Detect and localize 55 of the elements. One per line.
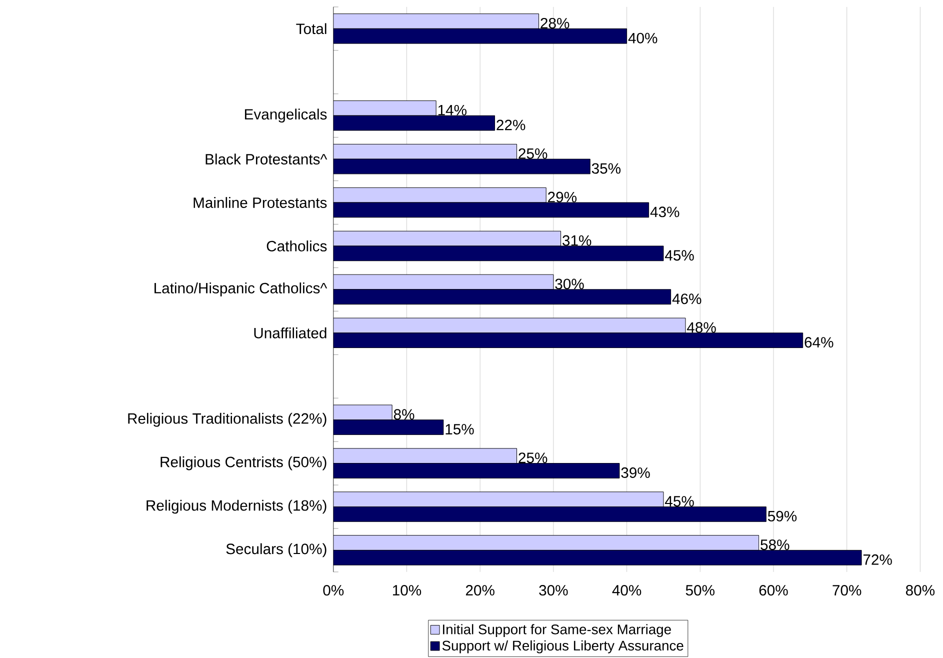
legend-label: Support w/ Religious Liberty Assurance [442,640,684,654]
x-tick-label: 50% [686,584,714,596]
data-label: 29% [548,192,577,202]
data-label: 59% [768,510,797,522]
y-tick-label: Mainline Protestants [194,196,327,208]
x-tick-label: 10% [392,584,422,596]
y-tick-label: Religious Traditionalists (22%) [128,412,326,427]
bar [333,158,590,174]
bar [333,419,444,435]
y-tick-label: Religious Modernists (18%) [146,500,326,514]
data-label: 22% [496,120,526,130]
x-tick-label: 70% [832,584,862,596]
x-tick-label: 0% [323,584,344,596]
bar [333,506,766,522]
bar [333,289,672,304]
bar [333,462,620,478]
bar [333,332,804,348]
bar [333,246,664,262]
data-label: 28% [540,18,570,28]
x-tick-label: 60% [759,584,788,596]
legend-label: Initial Support for Same-sex Marriage [443,624,671,637]
y-tick-label: Seculars (10%) [226,543,326,558]
data-label: 40% [628,32,658,44]
bar [333,550,862,566]
data-label: 58% [760,539,790,550]
data-label: 8% [394,409,414,420]
data-label: 45% [665,250,694,261]
bar [333,115,496,131]
bar [333,28,628,44]
x-tick-label: 80% [906,584,935,596]
y-tick-label: Religious Centrists (50%) [160,456,326,470]
data-label: 46% [672,294,702,304]
data-label: 48% [687,322,716,333]
data-label: 25% [518,148,548,159]
y-tick-label: Evangelicals [244,108,327,122]
data-label: 30% [555,278,584,290]
data-label: 31% [562,235,592,246]
x-tick-label: 20% [466,584,494,596]
data-label: 15% [446,424,474,434]
x-tick-label: 30% [539,584,568,596]
y-tick-label: Total [296,23,326,34]
data-label: 39% [621,467,650,478]
data-label: 25% [518,452,548,464]
y-tick-label: Unaffiliated [254,327,326,338]
data-label: 35% [592,163,621,174]
y-tick-label: Black Protestants^ [206,154,328,164]
data-label: 45% [665,496,694,506]
data-label: 14% [438,104,466,116]
bar [333,202,650,218]
y-tick-label: Catholics [266,240,327,252]
x-tick-label: 40% [612,584,642,596]
data-label: 72% [863,554,892,565]
y-tick-label: Latino/Hispanic Catholics^ [154,282,328,296]
data-label: 64% [804,336,834,348]
data-label: 43% [650,206,680,218]
